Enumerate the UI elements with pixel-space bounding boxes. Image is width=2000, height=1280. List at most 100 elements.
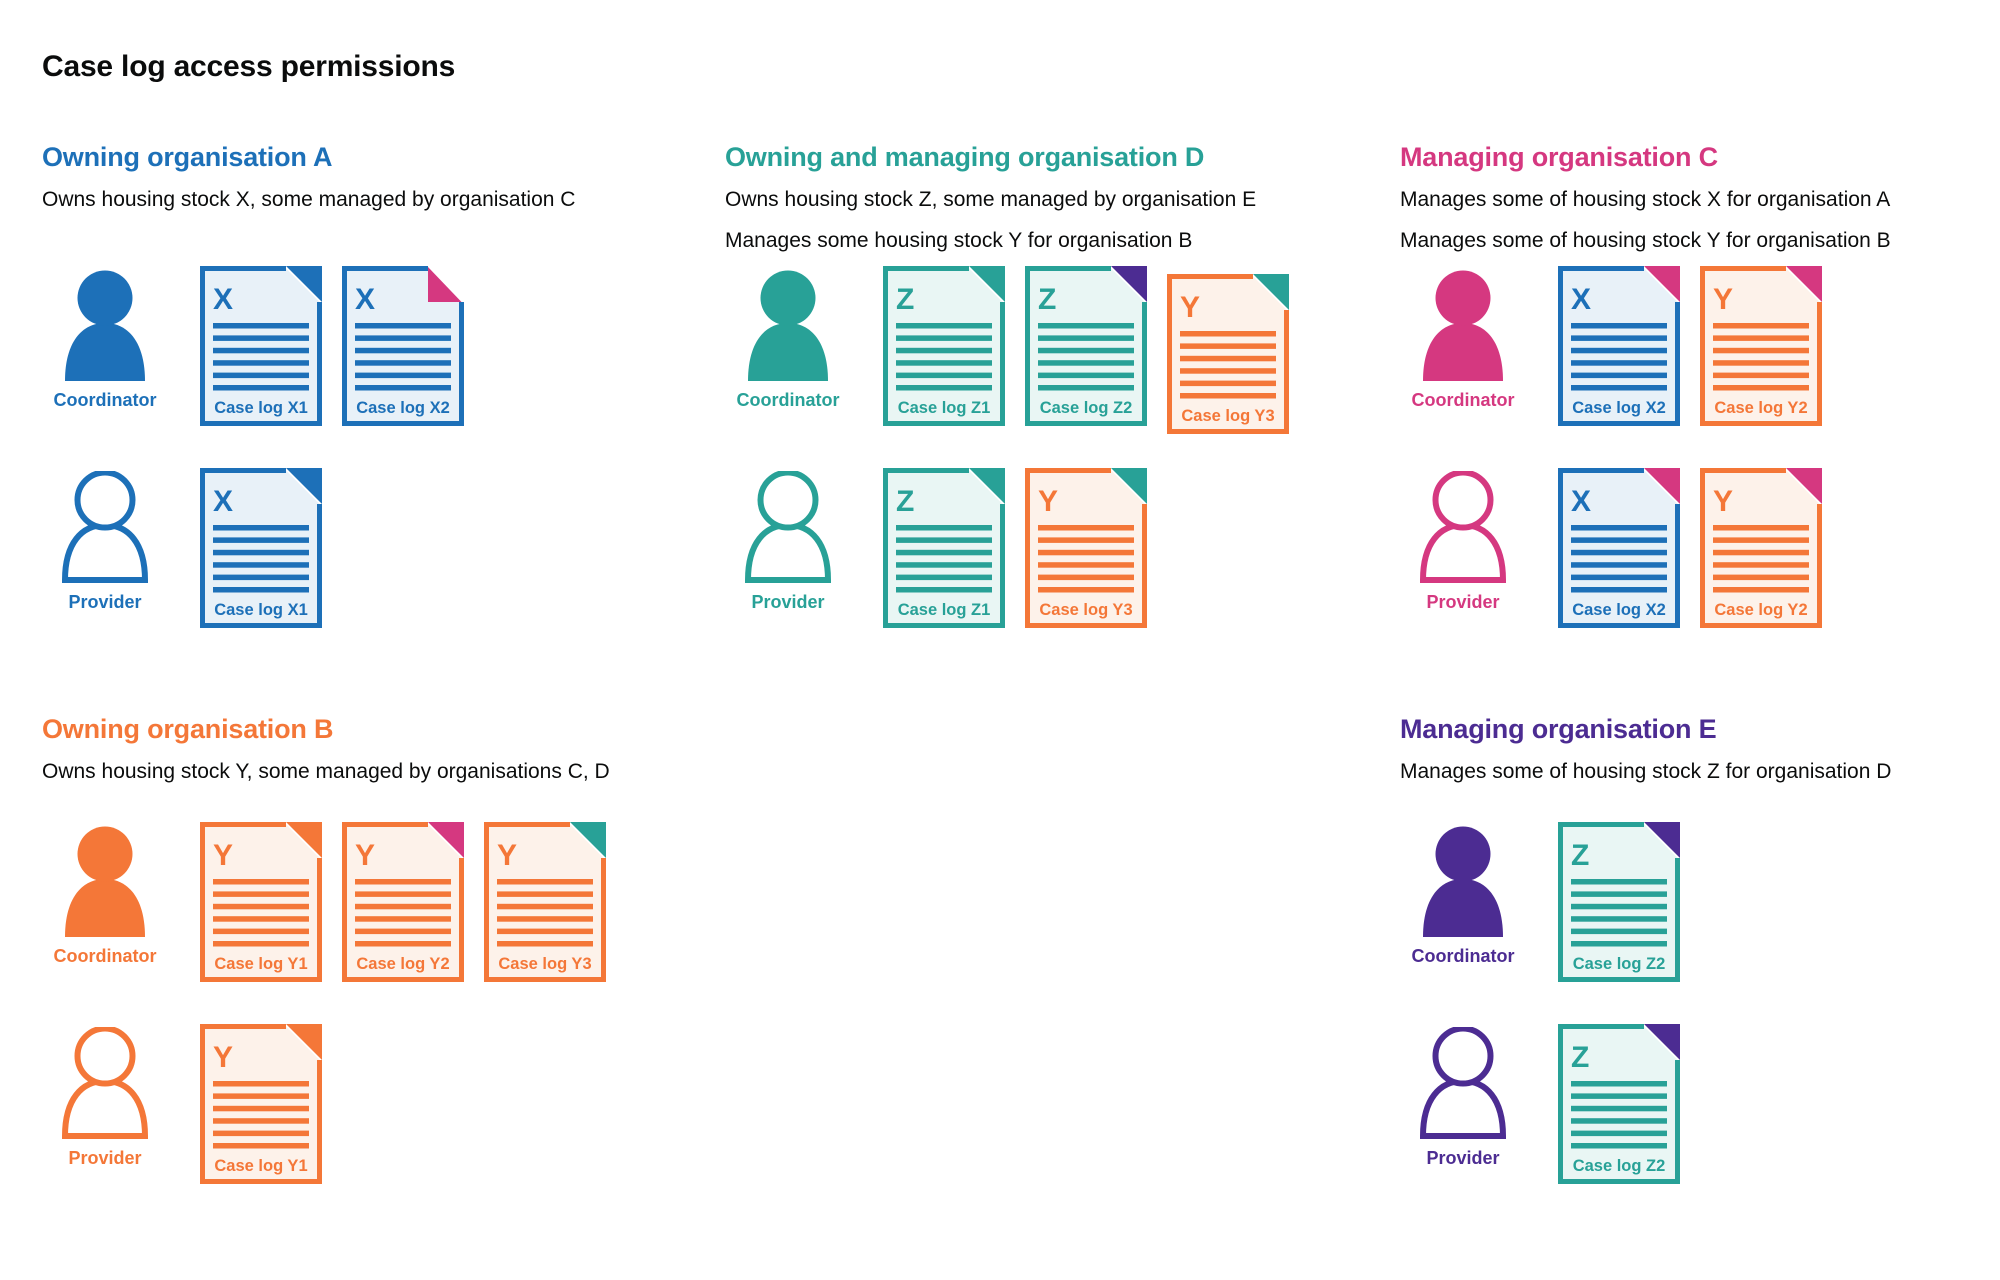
document-text-lines — [1713, 323, 1809, 391]
section-managing-org-e: Managing organisation E Manages some of … — [1400, 714, 2000, 798]
provider-doc-list: Z Case log Z1 Y Case log Y3 — [883, 468, 1147, 628]
org-d-heading: Owning and managing organisation D — [725, 142, 1205, 172]
case-log-document: Y Case log Y2 — [1700, 468, 1822, 628]
case-log-document: X Case log X1 — [200, 468, 322, 628]
folded-corner-icon — [286, 468, 322, 504]
coordinator-doc-list: X Case log X2 Y Case log Y2 — [1558, 266, 1822, 426]
coordinator-icon — [748, 270, 828, 381]
org-c-description-line-2: Manages some of housing stock Y for orga… — [1400, 229, 1891, 252]
document-text-lines — [1571, 879, 1667, 947]
folded-corner-icon — [1253, 274, 1289, 310]
case-log-document: Y Case log Y3 — [1167, 274, 1289, 434]
document-text-lines — [213, 879, 309, 947]
document-icon: X Case log X2 — [1558, 468, 1680, 628]
case-log-label: Case log Y3 — [1039, 601, 1132, 619]
coordinator-person: Coordinator — [1400, 266, 1526, 411]
case-log-label: Case log Z2 — [1040, 399, 1133, 417]
document-text-lines — [497, 879, 593, 947]
stock-letter: Y — [213, 839, 233, 872]
org-d-description-line-2: Manages some housing stock Y for organis… — [725, 229, 1193, 252]
provider-person: Provider — [1400, 468, 1526, 613]
document-icon: X Case log X2 — [1558, 266, 1680, 426]
document-page — [486, 824, 604, 980]
case-log-document: Z Case log Z1 — [883, 266, 1005, 434]
document-border — [200, 468, 322, 628]
document-icon: Y Case log Y3 — [484, 822, 606, 982]
document-icon: Y Case log Y1 — [200, 822, 322, 982]
org-c-description-line-1: Manages some of housing stock X for orga… — [1400, 188, 1891, 211]
org-b-description-line-1: Owns housing stock Y, some managed by or… — [42, 760, 610, 783]
stock-letter: Z — [896, 283, 914, 316]
case-log-label: Case log Y2 — [1714, 399, 1807, 417]
section-owning-org-a: Owning organisation A Owns housing stock… — [42, 142, 702, 226]
org-c-coordinator-row: Coordinator X Case log X2 Y Case log Y2 — [1400, 266, 1822, 426]
document-page — [885, 470, 1003, 626]
document-text-lines — [355, 323, 451, 391]
case-log-document: X Case log X2 — [1558, 266, 1680, 426]
coordinator-doc-list: Z Case log Z1 Z Case log Z2 Y Case log Y… — [883, 266, 1289, 434]
document-page — [1027, 268, 1145, 424]
org-a-description-line-1: Owns housing stock X, some managed by or… — [42, 188, 576, 211]
coordinator-label: Coordinator — [1411, 390, 1515, 410]
stock-letter: X — [213, 283, 233, 316]
document-text-lines — [1180, 331, 1276, 399]
case-log-document: Y Case log Y1 — [200, 1024, 322, 1184]
document-icon: Y Case log Y2 — [1700, 266, 1822, 426]
document-text-lines — [1038, 525, 1134, 593]
document-icon: Y Case log Y2 — [342, 822, 464, 982]
case-log-label: Case log Y1 — [214, 955, 307, 973]
folded-corner-icon — [1644, 468, 1680, 504]
case-log-label: Case log Y3 — [1181, 407, 1274, 425]
case-log-label: Case log Y1 — [214, 1157, 307, 1175]
folded-corner-icon — [286, 1024, 322, 1060]
document-page — [344, 824, 462, 980]
provider-person: Provider — [725, 468, 851, 613]
case-log-label: Case log Y2 — [1714, 601, 1807, 619]
coordinator-label: Coordinator — [1411, 946, 1515, 966]
document-page — [1702, 268, 1820, 424]
provider-label: Provider — [68, 592, 142, 612]
document-text-lines — [213, 525, 309, 593]
stock-letter: Y — [1713, 485, 1733, 518]
case-log-label: Case log X1 — [214, 399, 308, 417]
org-b-heading: Owning organisation B — [42, 714, 334, 744]
org-e-description-line-1: Manages some of housing stock Z for orga… — [1400, 760, 1892, 783]
case-log-document: Y Case log Y3 — [1025, 468, 1147, 628]
org-a-coordinator-row: Coordinator X Case log X1 X Case log X2 — [42, 266, 464, 426]
document-border — [1558, 468, 1680, 628]
provider-doc-list: Y Case log Y1 — [200, 1024, 322, 1184]
stock-letter: Y — [355, 839, 375, 872]
org-a-heading: Owning organisation A — [42, 142, 333, 172]
provider-person: Provider — [1400, 1024, 1526, 1169]
document-text-lines — [1571, 323, 1667, 391]
provider-doc-list: X Case log X2 Y Case log Y2 — [1558, 468, 1822, 628]
case-log-document: X Case log X1 — [200, 266, 322, 426]
case-log-document: X Case log X2 — [1558, 468, 1680, 628]
case-log-document: Z Case log Z2 — [1558, 822, 1680, 982]
org-a-provider-row: Provider X Case log X1 — [42, 468, 322, 628]
document-text-lines — [1038, 323, 1134, 391]
org-c-provider-row: Provider X Case log X2 Y Case log Y2 — [1400, 468, 1822, 628]
section-owning-managing-org-d: Owning and managing organisation D Owns … — [725, 142, 1385, 255]
coordinator-doc-list: Z Case log Z2 — [1558, 822, 1680, 982]
document-icon: Z Case log Z2 — [1558, 1024, 1680, 1184]
document-border — [484, 822, 606, 982]
provider-doc-list: Z Case log Z2 — [1558, 1024, 1680, 1184]
stock-letter: Z — [1571, 839, 1589, 872]
case-log-label: Case log X2 — [356, 399, 450, 417]
coordinator-icon — [1423, 270, 1503, 381]
document-icon: Z Case log Z1 — [883, 468, 1005, 628]
folded-corner-icon — [1111, 266, 1147, 302]
document-text-lines — [896, 323, 992, 391]
provider-label: Provider — [68, 1148, 142, 1168]
document-icon: X Case log X1 — [200, 266, 322, 426]
document-text-lines — [1571, 1081, 1667, 1149]
document-page — [1560, 470, 1678, 626]
folded-corner-icon — [969, 468, 1005, 504]
folded-corner-icon — [1786, 266, 1822, 302]
document-border — [1558, 1024, 1680, 1184]
document-page — [1560, 1026, 1678, 1182]
document-border — [883, 468, 1005, 628]
case-log-label: Case log X2 — [1572, 399, 1666, 417]
document-text-lines — [896, 525, 992, 593]
